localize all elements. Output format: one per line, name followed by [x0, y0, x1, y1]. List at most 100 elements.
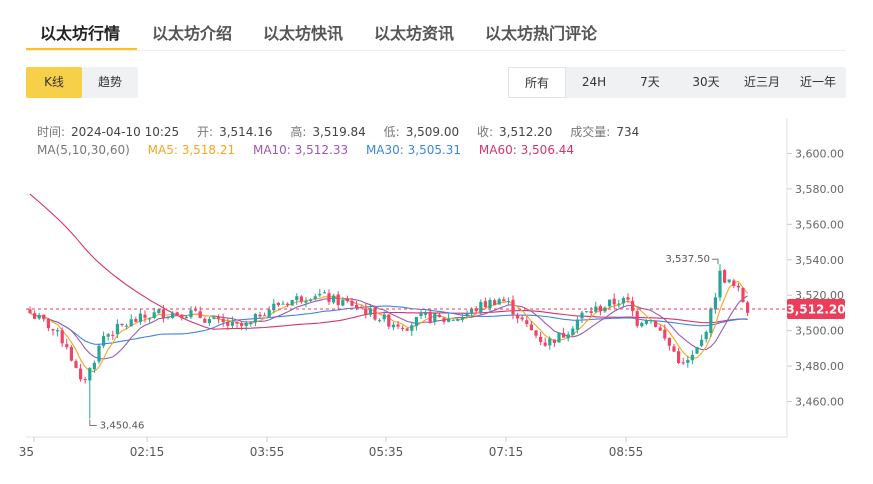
- candle-body: [106, 334, 110, 337]
- candle-body: [612, 298, 616, 305]
- x-tick-label: 05:35: [369, 445, 404, 459]
- x-tick-label: 08:55: [609, 445, 644, 459]
- tab-market[interactable]: 以太坊行情: [40, 24, 121, 43]
- candle-body: [382, 314, 386, 320]
- low-label: 低:: [383, 125, 400, 139]
- candle-body: [244, 322, 248, 326]
- candle-body: [585, 311, 589, 313]
- close-label: 收:: [476, 125, 493, 139]
- candle-body: [364, 308, 368, 315]
- ma60-value: MA60: 3,506.44: [478, 143, 575, 157]
- chart-overlay: 3,512.20 3,537.50 3,450.46: [26, 254, 846, 431]
- time-value: 2024-04-10 10:25: [71, 125, 180, 139]
- candle-body: [557, 332, 561, 343]
- y-tick-label: 3,520.00: [795, 289, 844, 302]
- candle-body: [295, 296, 299, 301]
- candle-body: [322, 292, 326, 294]
- open-value: 3,514.16: [219, 125, 273, 139]
- candle-body: [718, 270, 722, 298]
- candle-body: [401, 327, 405, 329]
- candle-body: [428, 311, 432, 323]
- candle-body: [51, 329, 55, 331]
- tab-hot-comments[interactable]: 以太坊热门评论: [485, 24, 598, 43]
- y-tick-label: 3,540.00: [795, 254, 844, 267]
- candle-body: [617, 303, 621, 305]
- candle-body: [626, 297, 630, 300]
- candle-body: [253, 313, 257, 323]
- candle-body: [631, 300, 635, 312]
- candle-body: [488, 299, 492, 309]
- candle-body: [318, 293, 322, 296]
- candle-body: [92, 362, 96, 370]
- candle-body: [410, 325, 414, 331]
- candle-body: [727, 279, 731, 283]
- candle-body: [299, 296, 303, 302]
- range-24h-button[interactable]: 24H: [581, 75, 607, 89]
- candle-body: [286, 303, 290, 306]
- candle-body: [433, 313, 437, 322]
- candle-body: [134, 319, 138, 322]
- candle-body: [368, 308, 372, 315]
- candle-body: [511, 299, 515, 315]
- candle-body: [332, 295, 336, 303]
- candle-body: [111, 334, 115, 336]
- candle-body: [391, 324, 395, 328]
- trend-button[interactable]: 趋势: [97, 75, 122, 89]
- candle-body: [235, 321, 239, 324]
- candle-body: [359, 307, 363, 309]
- candle-body: [442, 318, 446, 322]
- candle-body: [60, 330, 64, 344]
- candle-body: [506, 301, 510, 303]
- candle-body: [451, 319, 455, 321]
- candle-body: [640, 322, 644, 327]
- candle-body: [143, 314, 147, 318]
- candle-body: [387, 314, 391, 327]
- chart-axes: 3,600.00 3,580.00 3,560.00 3,540.00 3,520.00…: [19, 118, 844, 459]
- open-label: 开:: [197, 125, 214, 139]
- candle-body: [120, 323, 124, 326]
- candle-body: [281, 303, 285, 305]
- candle-body: [194, 309, 198, 311]
- tab-news[interactable]: 以太坊资讯: [374, 24, 455, 43]
- current-price-tag: [787, 299, 845, 320]
- candle-body: [677, 351, 681, 364]
- candle-body: [161, 309, 165, 319]
- candle-body: [46, 318, 50, 329]
- range-all-button[interactable]: 所有: [508, 67, 566, 98]
- candle-body: [589, 311, 593, 314]
- candle-body: [700, 339, 704, 346]
- candle-body: [709, 308, 713, 333]
- high-label: 高:: [290, 125, 307, 139]
- candle-body: [529, 324, 533, 331]
- tab-intro[interactable]: 以太坊介绍: [152, 24, 233, 43]
- candle-body: [175, 312, 179, 316]
- range-30d-button[interactable]: 30天: [692, 75, 720, 89]
- candle-body: [525, 320, 529, 325]
- ma10-line: [29, 295, 748, 360]
- candle-body: [138, 313, 142, 322]
- x-tick-label: 03:55: [250, 445, 285, 459]
- kline-button[interactable]: K线: [26, 67, 82, 98]
- range-7d-button[interactable]: 7天: [640, 75, 660, 89]
- candle-body: [479, 301, 483, 313]
- candle-body: [621, 298, 625, 304]
- y-tick-label: 3,600.00: [795, 147, 844, 160]
- candle-body: [419, 313, 423, 317]
- x-tick-label: 35: [19, 445, 34, 459]
- candle-body: [350, 300, 354, 306]
- candle-body: [207, 318, 211, 324]
- candle-body: [345, 298, 349, 301]
- candle-body: [37, 315, 41, 319]
- ma30-value: MA30: 3,505.31: [365, 143, 462, 157]
- x-tick-label: 02:15: [130, 445, 165, 459]
- range-1y-button[interactable]: 近一年: [799, 75, 836, 89]
- tab-news-flash[interactable]: 以太坊快讯: [263, 24, 344, 43]
- y-tick-label: 3,560.00: [795, 218, 844, 231]
- candle-body: [465, 313, 469, 317]
- candle-body: [704, 331, 708, 340]
- candle-body: [594, 306, 598, 312]
- candle-body: [148, 318, 152, 320]
- candle-body: [571, 328, 575, 336]
- range-3m-button[interactable]: 近三月: [743, 75, 780, 89]
